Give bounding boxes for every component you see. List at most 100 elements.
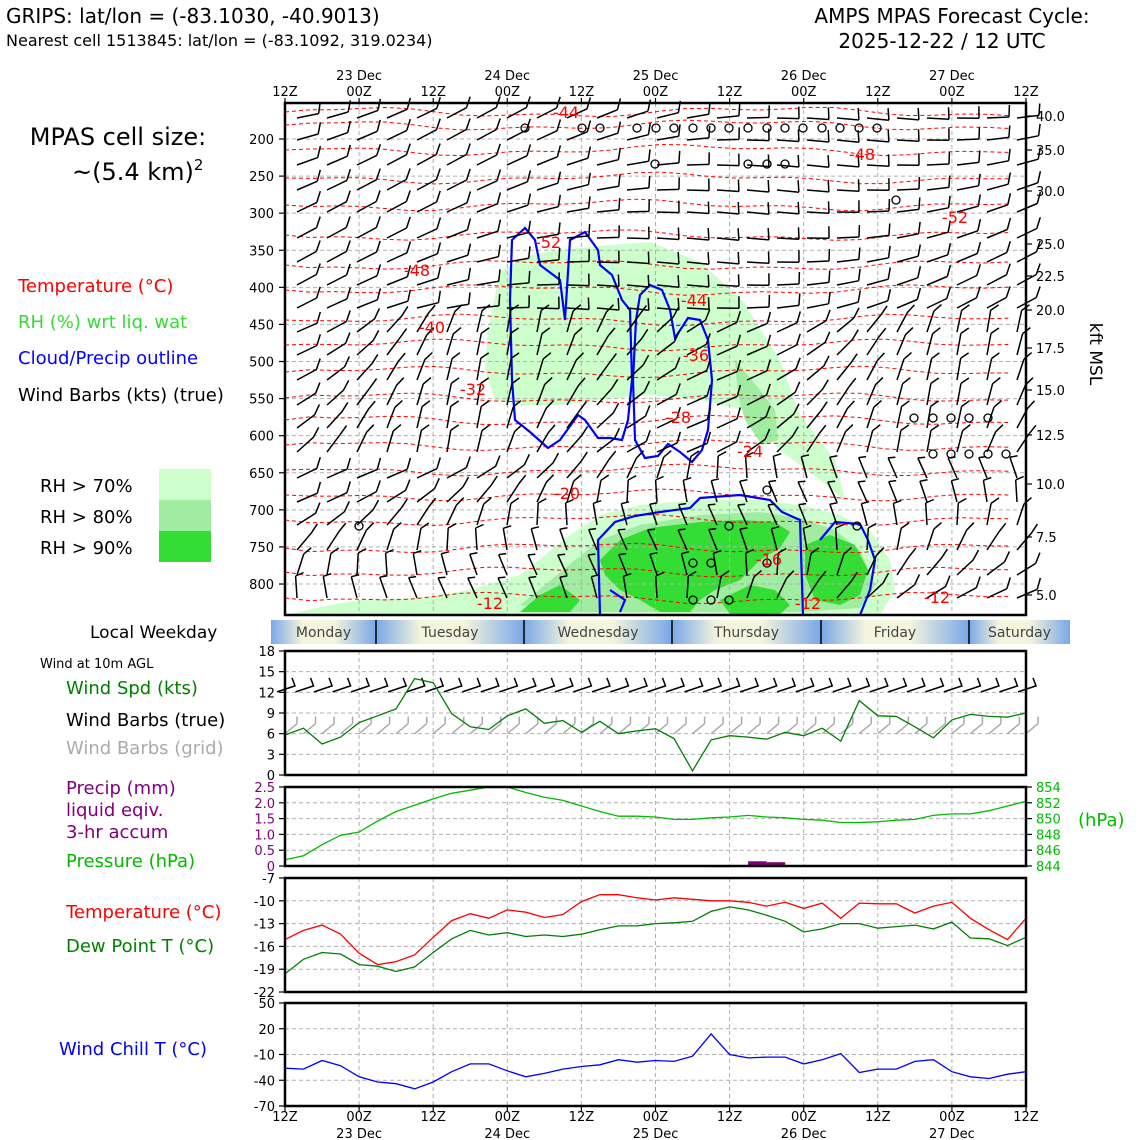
wind-barb bbox=[326, 240, 351, 263]
top-time-axis: 12Z 00Z 12Z 00Z 12Z 00Z 12Z 00Z 12Z 00Z 12Z 23 Dec 2… bbox=[272, 69, 1039, 103]
y-tick-label: 0 bbox=[267, 860, 275, 875]
wind-barb bbox=[416, 290, 442, 309]
top-tick-label: 12Z bbox=[272, 85, 298, 100]
wind-barb bbox=[926, 575, 951, 599]
grid-barb bbox=[1025, 716, 1039, 735]
wind-barb bbox=[446, 424, 460, 453]
wind-barb bbox=[836, 424, 854, 453]
wind-barb bbox=[566, 474, 582, 503]
true-barb bbox=[573, 677, 593, 693]
calm-marker bbox=[520, 123, 530, 133]
wind-barb bbox=[1009, 455, 1018, 479]
pressure-axis: 200 250 300 350 400 450 500 550 600 650 700 750 800 bbox=[249, 133, 285, 593]
wind-barb bbox=[926, 424, 940, 453]
wind-barb bbox=[416, 327, 435, 356]
calm-marker bbox=[706, 123, 716, 133]
temperature-labels: -44 -48 -52 -48 -52 -40 -44 -36 -32 -28 -24 -20 -16 -… bbox=[404, 103, 968, 613]
wind-barb bbox=[326, 380, 350, 406]
wind-barb bbox=[776, 180, 800, 193]
wind-barb bbox=[866, 267, 892, 286]
wind-barb bbox=[536, 194, 562, 213]
calm-markers bbox=[354, 123, 1011, 605]
top-tick-label: 00Z bbox=[495, 85, 521, 100]
wind-barb bbox=[806, 179, 830, 193]
pressure-tick-label: 450 bbox=[249, 318, 274, 333]
cloud-outline-lower bbox=[609, 589, 627, 613]
wind-barb bbox=[506, 352, 520, 381]
wind-barb bbox=[559, 527, 568, 551]
y-tick-label: 0.5 bbox=[254, 844, 275, 859]
wind-barb bbox=[626, 328, 649, 356]
wind-barb bbox=[296, 404, 321, 429]
wind-barb bbox=[596, 427, 621, 453]
wind-barb bbox=[776, 426, 799, 453]
pressure-tick-label: 750 bbox=[249, 541, 274, 556]
calm-marker bbox=[928, 413, 938, 423]
wind-barb bbox=[866, 400, 882, 429]
legend-rh80-label: RH > 80% bbox=[40, 507, 133, 528]
true-barb bbox=[536, 677, 556, 693]
y-tick-label: -10 bbox=[254, 1049, 275, 1064]
wind-barb bbox=[649, 552, 658, 576]
wind-barb bbox=[986, 304, 1000, 333]
true-barb bbox=[906, 677, 926, 693]
wind-barb bbox=[956, 219, 982, 239]
wind-barb bbox=[926, 327, 941, 356]
wind-barb bbox=[896, 304, 915, 333]
wind-barb bbox=[686, 570, 697, 599]
wind-barb bbox=[776, 271, 801, 286]
temperature-contour bbox=[284, 542, 1011, 554]
wind-barb bbox=[626, 199, 650, 213]
wind-barb bbox=[836, 247, 861, 263]
wind-barb bbox=[986, 217, 1012, 239]
temperature-contour bbox=[284, 313, 1011, 327]
wind-barb bbox=[737, 503, 748, 526]
wind-barb bbox=[776, 547, 787, 576]
wind-barb bbox=[836, 290, 862, 309]
wind-barb bbox=[626, 251, 650, 265]
wind-barb bbox=[866, 352, 885, 381]
wind-barb bbox=[956, 424, 971, 453]
wind-barb bbox=[746, 570, 762, 599]
wind-barb bbox=[1016, 327, 1031, 356]
wind-barb bbox=[739, 479, 748, 503]
wind-barb bbox=[806, 309, 831, 333]
wind-barb bbox=[716, 179, 740, 193]
wind-barb bbox=[412, 549, 422, 576]
wind-barb bbox=[806, 379, 829, 406]
wind-barb bbox=[716, 274, 740, 288]
bottom-date-label: 24 Dec bbox=[484, 1127, 530, 1140]
wind-barb bbox=[626, 99, 652, 119]
true-barb bbox=[276, 677, 296, 693]
wind-barb bbox=[956, 400, 970, 429]
grid-barb bbox=[1006, 716, 1021, 735]
calm-marker bbox=[688, 558, 698, 568]
top-date-label: 24 Dec bbox=[484, 69, 530, 84]
wind-barb bbox=[829, 502, 838, 526]
wind-barb bbox=[686, 102, 711, 119]
wind-barb bbox=[596, 121, 622, 141]
wind-barb bbox=[416, 522, 430, 551]
true-barb bbox=[832, 677, 852, 693]
wind-barb bbox=[498, 552, 508, 576]
wind-barb bbox=[296, 358, 321, 381]
wind-barb bbox=[296, 145, 322, 166]
wind-barb bbox=[476, 424, 491, 453]
temperature-label: -24 bbox=[737, 442, 763, 461]
wind-barb bbox=[716, 570, 730, 599]
cloud-outline-upper bbox=[631, 283, 714, 464]
wind-barb bbox=[536, 304, 550, 333]
wind-barb bbox=[386, 498, 408, 526]
grid-barb bbox=[673, 716, 687, 735]
true-barb bbox=[628, 677, 648, 693]
calm-marker bbox=[706, 558, 716, 568]
wind-barb bbox=[836, 268, 861, 286]
wind-barbs-true-label: Wind Barbs (true) bbox=[66, 710, 225, 731]
wind-barb bbox=[926, 522, 942, 551]
dewpoint-line bbox=[284, 906, 1027, 975]
top-date-label: 25 Dec bbox=[633, 69, 679, 84]
wind-barb bbox=[956, 549, 980, 576]
wind-barb bbox=[506, 246, 531, 263]
wind-barb bbox=[1016, 171, 1042, 191]
